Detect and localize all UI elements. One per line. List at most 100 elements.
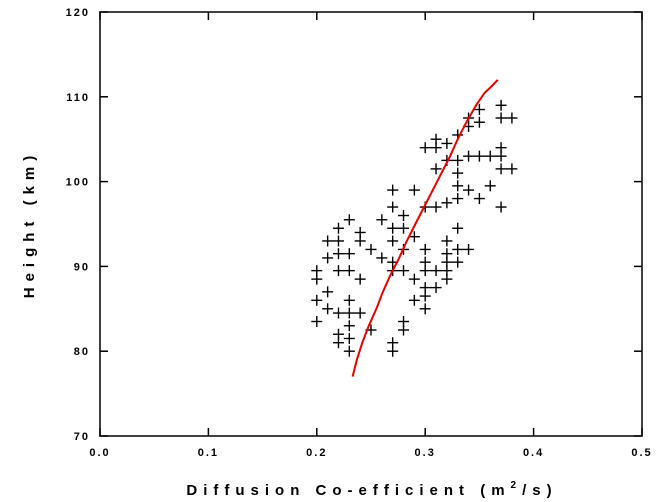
data-point [452, 167, 464, 179]
data-point [311, 316, 323, 328]
x-tick-label: 0.0 [89, 447, 110, 459]
data-point [376, 214, 388, 226]
data-point [322, 303, 334, 315]
data-point [408, 231, 420, 243]
data-point [343, 248, 355, 260]
y-tick-label: 110 [66, 92, 90, 104]
y-axis-title: Height (km) [21, 150, 38, 299]
data-point [506, 112, 518, 124]
x-tick-label: 0.5 [631, 447, 652, 459]
data-point [473, 193, 485, 205]
y-tick-label: 80 [74, 346, 90, 358]
data-point [398, 324, 410, 336]
data-point [495, 112, 507, 124]
data-point [354, 307, 366, 319]
y-tick-label: 70 [74, 431, 90, 443]
data-point [311, 273, 323, 285]
data-point [419, 303, 431, 315]
data-point [387, 235, 399, 247]
data-point [452, 193, 464, 205]
data-point [387, 222, 399, 234]
data-point [343, 345, 355, 357]
data-point [495, 99, 507, 111]
data-point [430, 201, 442, 213]
data-point [419, 142, 431, 154]
data-point [484, 180, 496, 192]
data-point [365, 243, 377, 255]
data-point [354, 235, 366, 247]
x-tick-label: 0.3 [415, 447, 436, 459]
plot-frame [99, 11, 643, 437]
y-tick-label: 100 [66, 177, 90, 189]
data-point [441, 197, 453, 209]
data-point [343, 265, 355, 277]
data-point [484, 150, 496, 162]
data-point [441, 235, 453, 247]
data-point [408, 184, 420, 196]
data-point [398, 210, 410, 222]
data-point [452, 243, 464, 255]
data-point [452, 154, 464, 166]
data-point [430, 142, 442, 154]
data-point [419, 290, 431, 302]
axis-ticks: 0.0 0.1 0.2 0.3 0.4 0.5 70 80 90 100 110 120 [66, 7, 652, 459]
data-point [495, 201, 507, 213]
data-point [408, 294, 420, 306]
data-point [354, 273, 366, 285]
data-point [332, 248, 344, 260]
data-point [343, 320, 355, 332]
data-point [430, 265, 442, 277]
x-tick-label: 0.1 [198, 447, 219, 459]
data-point [387, 184, 399, 196]
x-axis-title-tail: /s) [522, 482, 558, 499]
fit-curve-line [351, 79, 499, 377]
data-point [463, 184, 475, 196]
data-point [506, 163, 518, 175]
data-point [408, 273, 420, 285]
data-point [322, 286, 334, 298]
data-point [311, 294, 323, 306]
data-point [322, 252, 334, 264]
data-point [473, 104, 485, 116]
data-point [332, 235, 344, 247]
data-point [387, 345, 399, 357]
x-axis-title-main: Diffusion Co-efficient (m [186, 482, 510, 499]
data-point [441, 137, 453, 149]
data-point [322, 235, 334, 247]
data-point [398, 265, 410, 277]
data-point [495, 150, 507, 162]
fit-curve [351, 79, 499, 377]
data-point [430, 163, 442, 175]
data-point [441, 273, 453, 285]
data-point [463, 150, 475, 162]
x-tick-label: 0.2 [306, 447, 327, 459]
data-point [343, 307, 355, 319]
scatter-points [311, 99, 518, 357]
y-tick-label: 90 [74, 261, 90, 273]
data-point [398, 222, 410, 234]
x-axis-title-superscript: 2 [511, 480, 523, 491]
data-point [419, 265, 431, 277]
data-point [387, 201, 399, 213]
data-point [452, 256, 464, 268]
data-point [343, 214, 355, 226]
data-point [332, 307, 344, 319]
data-point [332, 337, 344, 349]
data-point [473, 116, 485, 128]
data-point [343, 332, 355, 344]
data-point [463, 243, 475, 255]
data-point [332, 222, 344, 234]
data-point [332, 265, 344, 277]
x-axis-title: Diffusion Co-efficient (m2/s) [186, 480, 557, 499]
data-point [452, 222, 464, 234]
data-point [419, 243, 431, 255]
data-point [430, 282, 442, 294]
x-tick-label: 0.4 [523, 447, 544, 459]
data-point [452, 180, 464, 192]
data-point [376, 252, 388, 264]
y-tick-label: 120 [66, 7, 90, 19]
data-point [473, 150, 485, 162]
data-point [495, 163, 507, 175]
data-point [343, 294, 355, 306]
